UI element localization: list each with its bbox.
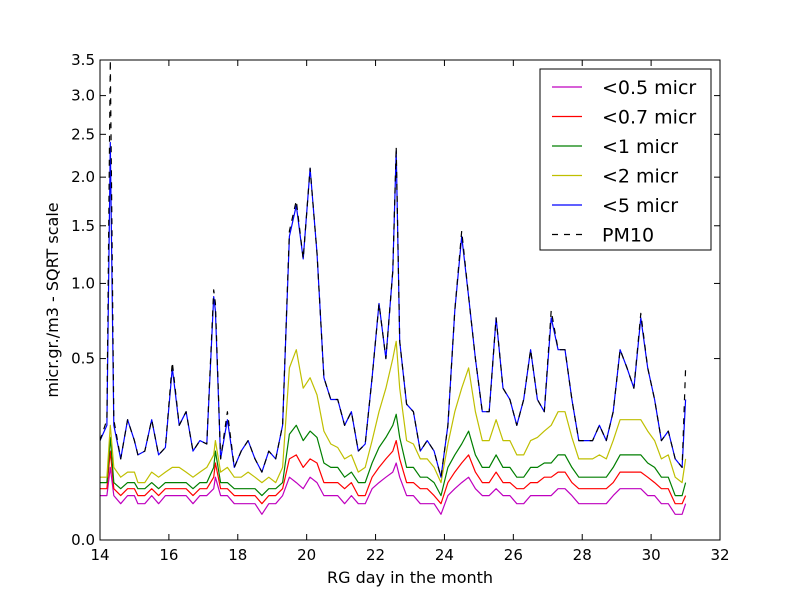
y-tick-label: 2.5	[71, 125, 95, 143]
x-tick-label: 20	[297, 546, 316, 564]
x-tick-label: 18	[228, 546, 247, 564]
x-axis-label: RG day in the month	[327, 568, 493, 587]
x-tick-label: 16	[159, 546, 178, 564]
legend-label: <0.5 micr	[602, 77, 696, 99]
y-tick-label: 2.0	[71, 168, 95, 186]
series-line-5	[100, 60, 687, 478]
y-tick-label: 0.0	[71, 531, 95, 549]
plot-frame	[99, 59, 721, 541]
x-tick-label: 28	[573, 546, 592, 564]
series-layer	[100, 60, 687, 515]
series-line-1	[100, 440, 687, 505]
legend-label: <1 micr	[602, 136, 678, 158]
legend-label: <0.7 micr	[602, 107, 696, 129]
legend-label: <5 micr	[602, 195, 678, 217]
x-tick-label: 22	[366, 546, 385, 564]
legend-box	[539, 68, 712, 251]
y-tick-label: 0.5	[71, 350, 95, 368]
y-axis-label: micr.gr./m3 - SQRT scale	[43, 202, 62, 397]
y-tick-label: 3.0	[71, 87, 95, 105]
series-line-2	[100, 413, 687, 497]
x-tick-label: 26	[504, 546, 523, 564]
series-line-3	[100, 340, 687, 484]
legend-label: <2 micr	[602, 166, 678, 188]
x-tick-label: 14	[90, 546, 109, 564]
y-tick-label: 3.5	[71, 51, 95, 69]
x-tick-label: 32	[710, 546, 729, 564]
series-line-0	[100, 462, 687, 515]
legend: <0.5 micr <0.7 micr <1 micr <2 micr <5 micr P…	[539, 68, 712, 251]
legend-label: PM10	[602, 225, 654, 247]
x-tick-label: 30	[642, 546, 661, 564]
y-tick-label: 1.0	[71, 274, 95, 292]
y-tick-label: 1.5	[71, 217, 95, 235]
ticks-layer: 14 16 18 20 22 24 26 28 30 32 0.0 0.5 1.0 1.5 2.0 2.5 3.…	[71, 51, 729, 564]
x-tick-label: 24	[435, 546, 454, 564]
